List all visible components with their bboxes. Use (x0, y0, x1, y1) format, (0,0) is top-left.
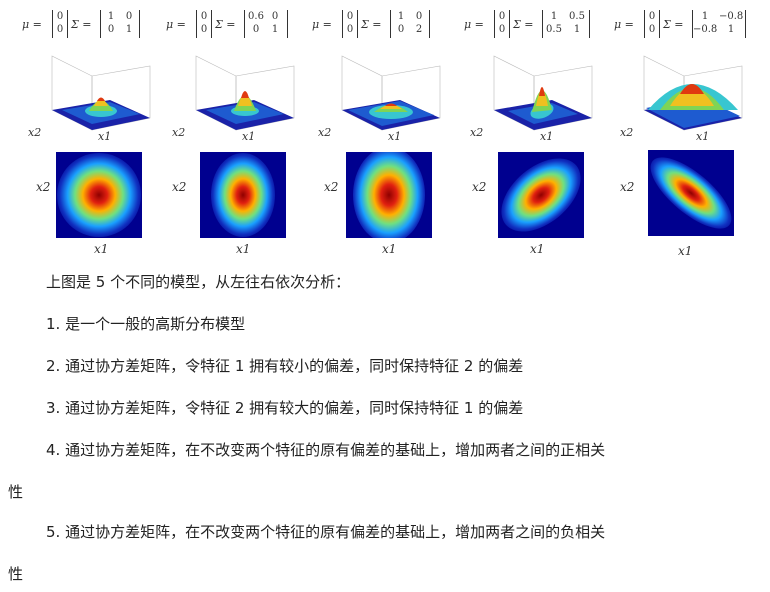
surface-x1-label: x1 (242, 130, 256, 143)
sigma-cell: 0 (415, 11, 423, 22)
gaussian-figure: μ = 0 0 Σ = 1 0 0 1 x2 x1 (0, 0, 770, 262)
heatmap-xlabel: x1 (382, 242, 397, 256)
panel-3: μ = 0 0 Σ = 1 0 0 2 x2 x1 (304, 0, 454, 262)
heatmap-ylabel: x2 (172, 180, 187, 194)
sigma-symbol: Σ = (663, 18, 684, 31)
surface-plot-3 (341, 55, 441, 131)
surface-plot-1 (51, 55, 151, 131)
panel-1: μ = 0 0 Σ = 1 0 0 1 x2 x1 (14, 0, 164, 262)
mu-vector: 0 0 (52, 10, 68, 38)
formula-4: μ = 0 0 Σ = 1 0.5 0.5 1 (456, 6, 606, 44)
panel-2: μ = 0 0 Σ = 0.6 0 0 1 x2 x1 (158, 0, 308, 262)
sigma-cell: 0 (125, 11, 133, 22)
heatmap-3 (346, 152, 432, 238)
sigma-cell: 1 (107, 11, 115, 22)
mu-cell: 0 (200, 24, 208, 35)
heatmap-1 (56, 152, 142, 238)
sigma-cell: 0.5 (546, 24, 562, 35)
sigma-symbol: Σ = (513, 18, 534, 31)
surface-plot-2 (195, 55, 295, 131)
mu-cell: 0 (56, 11, 64, 22)
surface-x2-label: x2 (172, 126, 186, 139)
sigma-cell: 1 (573, 24, 581, 35)
mu-vector: 0 0 (644, 10, 660, 38)
sigma-cell: −0.8 (693, 24, 718, 35)
sigma-symbol: Σ = (71, 18, 92, 31)
surface-plot-5 (643, 55, 743, 131)
heatmap-xlabel: x1 (530, 242, 545, 256)
sigma-cell: 1 (397, 11, 405, 22)
sigma-cell: 0.5 (569, 11, 585, 22)
mu-cell: 0 (498, 11, 506, 22)
mu-symbol: μ = (464, 18, 484, 31)
heatmap-ylabel: x2 (36, 180, 51, 194)
panel-4: μ = 0 0 Σ = 1 0.5 0.5 1 x2 x1 (456, 0, 606, 262)
heatmap-2 (200, 152, 286, 238)
sigma-matrix: 1 0 0 2 (390, 10, 430, 38)
sigma-cell: 1 (727, 24, 735, 35)
sigma-cell: 0 (271, 11, 279, 22)
mu-cell: 0 (346, 24, 354, 35)
formula-2: μ = 0 0 Σ = 0.6 0 0 1 (158, 6, 308, 44)
item-5-wrap: 性 (8, 565, 24, 583)
item-4-wrap: 性 (8, 483, 24, 501)
heatmap-ylabel: x2 (620, 180, 635, 194)
sigma-cell: 1 (271, 24, 279, 35)
heatmap-xlabel: x1 (236, 242, 251, 256)
sigma-cell: 1 (550, 11, 558, 22)
mu-cell: 0 (346, 11, 354, 22)
surface-x1-label: x1 (98, 130, 112, 143)
item-3: 3. 通过协方差矩阵，令特征 2 拥有较大的偏差，同时保持特征 1 的偏差 (46, 399, 524, 417)
heatmap-ylabel: x2 (472, 180, 487, 194)
surface-x1-label: x1 (696, 130, 710, 143)
sigma-matrix: 0.6 0 0 1 (244, 10, 288, 38)
surface-x2-label: x2 (318, 126, 332, 139)
mu-vector: 0 0 (342, 10, 358, 38)
sigma-cell: 1 (125, 24, 133, 35)
surface-x2-label: x2 (28, 126, 42, 139)
mu-symbol: μ = (614, 18, 634, 31)
sigma-cell: 0.6 (248, 11, 264, 22)
surface-x1-label: x1 (388, 130, 402, 143)
sigma-cell: 1 (701, 11, 709, 22)
formula-1: μ = 0 0 Σ = 1 0 0 1 (14, 6, 164, 44)
mu-cell: 0 (648, 24, 656, 35)
mu-cell: 0 (498, 24, 506, 35)
mu-symbol: μ = (22, 18, 42, 31)
sigma-matrix: 1 −0.8 −0.8 1 (692, 10, 746, 38)
formula-5: μ = 0 0 Σ = 1 −0.8 −0.8 1 (606, 6, 756, 44)
heatmap-xlabel: x1 (94, 242, 109, 256)
mu-cell: 0 (200, 11, 208, 22)
surface-plot-4 (493, 55, 593, 131)
intro-text: 上图是 5 个不同的模型，从左往右依次分析： (46, 273, 351, 291)
surface-x2-label: x2 (470, 126, 484, 139)
mu-symbol: μ = (166, 18, 186, 31)
panel-5: μ = 0 0 Σ = 1 −0.8 −0.8 1 x2 x1 (606, 0, 756, 262)
surface-x2-label: x2 (620, 126, 634, 139)
item-2: 2. 通过协方差矩阵，令特征 1 拥有较小的偏差，同时保持特征 2 的偏差 (46, 357, 524, 375)
sigma-matrix: 1 0 0 1 (100, 10, 140, 38)
mu-vector: 0 0 (494, 10, 510, 38)
surface-x1-label: x1 (540, 130, 554, 143)
mu-symbol: μ = (312, 18, 332, 31)
sigma-matrix: 1 0.5 0.5 1 (542, 10, 590, 38)
sigma-symbol: Σ = (215, 18, 236, 31)
sigma-symbol: Σ = (361, 18, 382, 31)
heatmap-xlabel: x1 (678, 244, 693, 258)
item-1: 1. 是一个一般的高斯分布模型 (46, 315, 246, 333)
formula-3: μ = 0 0 Σ = 1 0 0 2 (304, 6, 454, 44)
mu-vector: 0 0 (196, 10, 212, 38)
item-5: 5. 通过协方差矩阵，在不改变两个特征的原有偏差的基础上，增加两者之间的负相关 (46, 523, 606, 541)
heatmap-4 (498, 152, 584, 238)
mu-cell: 0 (648, 11, 656, 22)
mu-cell: 0 (56, 24, 64, 35)
heatmap-5 (648, 150, 734, 236)
sigma-cell: −0.8 (719, 11, 744, 22)
sigma-cell: 0 (397, 24, 405, 35)
sigma-cell: 2 (415, 24, 423, 35)
sigma-cell: 0 (107, 24, 115, 35)
heatmap-ylabel: x2 (324, 180, 339, 194)
sigma-cell: 0 (252, 24, 260, 35)
item-4: 4. 通过协方差矩阵，在不改变两个特征的原有偏差的基础上，增加两者之间的正相关 (46, 441, 606, 459)
